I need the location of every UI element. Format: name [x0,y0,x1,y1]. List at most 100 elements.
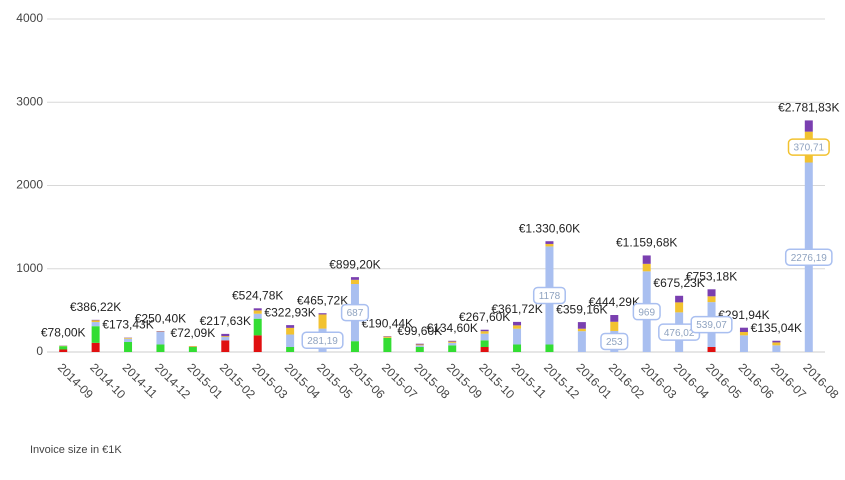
bar-segment [221,333,230,337]
bar-segment [642,263,651,272]
bar-segment [513,328,522,345]
segment-label: 539,07 [696,320,727,331]
segment-label: 476,02 [664,328,695,339]
total-label: €359,16K [556,302,607,316]
bar-segment [91,342,100,352]
bar-segment [772,340,781,343]
total-label: €99,60K [397,324,442,338]
bar-segment [91,319,100,321]
total-label: €134,60K [427,321,478,335]
bar-segment [545,241,554,244]
segment-label: 370,71 [793,143,824,154]
y-tick-label: 0 [36,344,43,358]
total-label: €72,09K [171,326,216,340]
bar-segment [739,327,748,333]
total-label: €753,18K [686,269,737,283]
bar-segment [610,321,619,331]
total-label: €173,43K [102,318,153,332]
segment-label-box [787,138,830,156]
bar-segment [577,328,586,332]
total-label: €267,60K [459,310,510,324]
bar-segment [448,345,457,352]
bar-segment [545,344,554,352]
bar-segment [707,347,716,352]
bar-segment [59,346,68,350]
total-label: €524,78K [232,288,283,302]
segment-label: 253 [606,337,623,348]
segment-label-box [340,303,370,322]
bar-segment [739,335,748,352]
bar-segment [772,342,781,346]
bar-segment [739,332,748,336]
total-label: €135,04K [751,321,802,335]
bar-segment [350,279,359,284]
segment-label: 687 [347,308,364,319]
bar-segment [221,337,230,341]
bar-segment [253,313,262,319]
bar-segment [124,337,133,339]
bar-segment [415,343,424,345]
segment-label-box [532,286,566,305]
bar-segment [286,334,295,348]
bar-segment [480,329,489,332]
bar-segment [642,255,651,264]
total-label: €675,23K [653,276,704,290]
bar-segment [91,320,100,323]
bar-segment [804,120,813,132]
bar-segment [545,243,554,247]
bar-segment [707,289,716,297]
x-tick-label: 2015-11 [509,360,550,401]
y-tick-label: 3000 [16,94,43,108]
bar-segment [707,296,716,303]
bar-segment [286,325,295,328]
bar-segment [91,326,100,343]
total-label: €1.330,60K [519,221,580,235]
bar-segment [383,337,392,352]
bar-segment [124,338,133,343]
bar-segment [318,314,327,329]
bar-segment [448,342,457,346]
y-tick-label: 4000 [16,11,43,25]
bar-segment [188,346,197,348]
bar-segment [448,340,457,342]
bar-segment [480,331,489,334]
total-label: €1.159,68K [616,236,677,250]
bar-segment [513,325,522,329]
x-tick-label: 2014-11 [120,360,161,401]
segment-label: 2276,19 [791,253,828,264]
total-label: €899,20K [329,257,380,271]
total-label: €217,63K [200,314,251,328]
y-tick-label: 1000 [16,261,43,275]
bar-segment [156,344,165,352]
bar-segment [253,318,262,336]
total-label: €2.781,83K [778,101,839,115]
bar-segment [253,310,262,314]
bar-segment [415,344,424,346]
bar-segment [286,327,295,335]
total-label: €190,44K [362,316,413,330]
segment-label: 969 [638,307,655,318]
bar-segment [513,344,522,352]
segment-label: 281,19 [307,336,338,347]
segment-label-box [690,315,733,334]
bar-segment [577,322,586,329]
bar-segment [480,340,489,348]
bar-segment [124,342,133,352]
x-tick-label: 2016-08 [800,360,841,401]
total-label: €444,29K [589,295,640,309]
y-tick-label: 2000 [16,178,43,192]
bar-segment [480,333,489,341]
segment-label-box [784,248,833,267]
bar-segment [59,349,68,352]
bar-segment [221,340,230,352]
bar-segment [480,347,489,352]
bar-segment [415,345,424,348]
bar-segment [513,321,522,326]
bar-segment [415,347,424,352]
bar-segment [772,345,781,352]
bar-segment [675,295,684,303]
total-label: €78,00K [41,326,86,340]
total-label: €386,22K [70,300,121,314]
segment-label-box [301,331,344,350]
